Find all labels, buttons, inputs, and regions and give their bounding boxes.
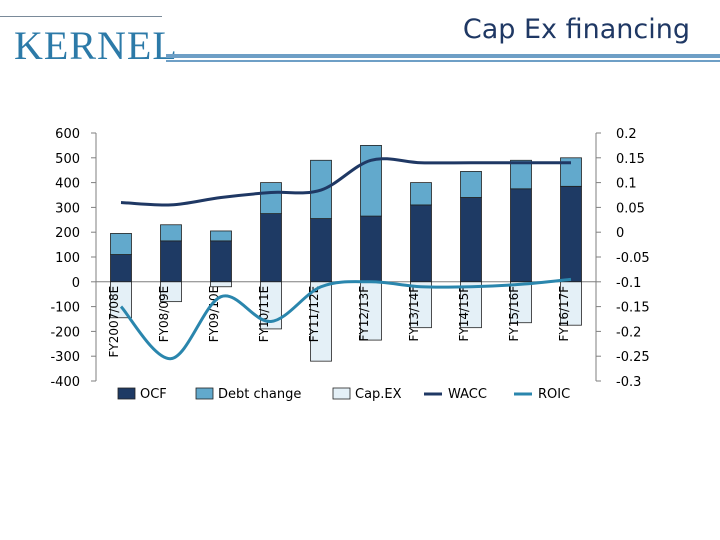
bar-cap-ex bbox=[260, 281, 282, 330]
legend-debt-change-label: Debt change bbox=[218, 387, 301, 402]
bar-cap-ex bbox=[310, 281, 332, 362]
right-tick-label: 0.2 bbox=[616, 127, 637, 142]
category-label: FY10/11E bbox=[257, 286, 271, 342]
left-tick-label: -100 bbox=[50, 301, 80, 316]
right-tick-label: -0.1 bbox=[616, 276, 641, 291]
category-label: FY2007/08E bbox=[107, 286, 121, 358]
bar-ocf bbox=[460, 197, 482, 283]
bar-cap-ex bbox=[210, 281, 232, 288]
bar-ocf bbox=[560, 185, 582, 283]
bar-debt-change bbox=[360, 144, 382, 217]
bar-cap-ex bbox=[560, 281, 582, 326]
legend-cap-ex-swatch bbox=[332, 387, 351, 400]
line-wacc bbox=[120, 157, 571, 207]
bar-ocf bbox=[260, 213, 282, 283]
category-label: FY16/17F bbox=[557, 286, 571, 342]
category-label: FY09/10E bbox=[207, 286, 221, 342]
legend-debt-change-swatch bbox=[195, 387, 214, 400]
header-bar-thin bbox=[166, 60, 720, 62]
bar-ocf bbox=[310, 218, 332, 283]
category-label: FY08/09E bbox=[157, 286, 171, 342]
right-tick-label: 0.1 bbox=[616, 177, 637, 192]
bar-debt-change bbox=[410, 182, 432, 206]
bar-debt-change bbox=[110, 233, 132, 255]
category-label: FY15/16F bbox=[507, 286, 521, 342]
bar-debt-change bbox=[160, 224, 182, 242]
bar-debt-change bbox=[210, 230, 232, 242]
left-tick-label: 100 bbox=[55, 251, 80, 266]
category-label: FY14/15F bbox=[457, 286, 471, 342]
left-tick-label: 500 bbox=[55, 152, 80, 167]
bar-cap-ex bbox=[460, 281, 482, 329]
right-tick-label: 0.15 bbox=[616, 152, 645, 167]
legend-ocf-swatch bbox=[117, 387, 136, 400]
bar-ocf bbox=[360, 215, 382, 283]
left-tick-label: 600 bbox=[55, 127, 80, 142]
bar-debt-change bbox=[560, 157, 582, 187]
right-tick-label: -0.05 bbox=[616, 251, 650, 266]
left-tick-label: -200 bbox=[50, 325, 80, 340]
bar-ocf bbox=[110, 254, 132, 283]
legend-wacc-label: WACC bbox=[448, 387, 487, 402]
category-label: FY11/12E bbox=[307, 286, 321, 342]
line-roic bbox=[119, 277, 572, 361]
bar-ocf bbox=[510, 188, 532, 283]
header-bar bbox=[166, 54, 720, 58]
bar-cap-ex bbox=[510, 281, 532, 324]
right-tick-label: -0.25 bbox=[616, 350, 650, 365]
bar-debt-change bbox=[260, 182, 282, 215]
right-tick-label: -0.15 bbox=[616, 301, 650, 316]
right-tick-label: 0 bbox=[616, 226, 624, 241]
right-tick-label: -0.3 bbox=[616, 375, 641, 390]
bar-debt-change bbox=[510, 159, 532, 190]
category-label: FY12/13F bbox=[357, 286, 371, 342]
right-tick-label: -0.2 bbox=[616, 325, 641, 340]
left-tick-label: 0 bbox=[72, 276, 80, 291]
bar-cap-ex bbox=[110, 281, 132, 319]
kernel-logo: KERNEL bbox=[14, 23, 178, 68]
left-tick-label: 300 bbox=[55, 201, 80, 216]
bar-debt-change bbox=[460, 171, 482, 198]
bar-cap-ex bbox=[410, 281, 432, 329]
bar-ocf bbox=[160, 240, 182, 283]
bar-cap-ex bbox=[160, 281, 182, 303]
page-title: Cap Ex financing bbox=[462, 14, 690, 45]
bar-ocf bbox=[210, 240, 232, 283]
left-tick-label: -400 bbox=[50, 375, 80, 390]
logo-rule bbox=[0, 16, 162, 17]
left-tick-label: 200 bbox=[55, 226, 80, 241]
left-tick-label: 400 bbox=[55, 177, 80, 192]
right-tick-label: 0.05 bbox=[616, 201, 645, 216]
legend-ocf-label: OCF bbox=[140, 387, 167, 402]
legend-cap-ex-label: Cap.EX bbox=[355, 387, 402, 402]
legend-roic-label: ROIC bbox=[538, 387, 570, 402]
category-label: FY13/14F bbox=[407, 286, 421, 342]
bar-ocf bbox=[410, 204, 432, 283]
left-tick-label: -300 bbox=[50, 350, 80, 365]
